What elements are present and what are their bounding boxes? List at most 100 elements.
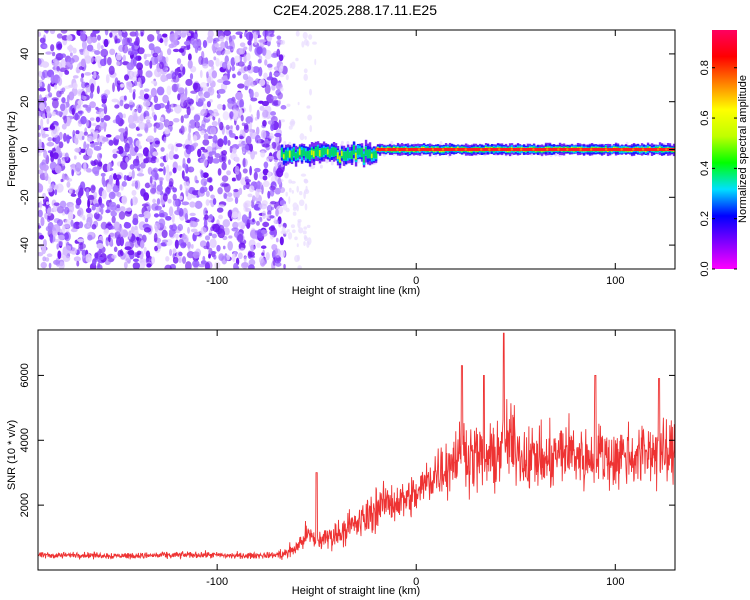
noise-speckle-faint: [297, 101, 300, 106]
noise-speckle: [241, 143, 250, 153]
noise-speckle: [159, 38, 164, 44]
noise-speckle: [118, 211, 126, 220]
noise-speckle: [177, 73, 182, 79]
noise-speckle: [246, 52, 251, 61]
noise-speckle: [190, 228, 198, 233]
noise-speckle: [137, 47, 145, 55]
noise-speckle: [176, 83, 180, 89]
noise-speckle: [252, 66, 260, 74]
noise-speckle: [219, 155, 224, 163]
noise-speckle: [278, 119, 282, 130]
signal-core: [397, 148, 401, 151]
noise-speckle: [239, 42, 246, 48]
noise-speckle-faint: [292, 202, 298, 209]
noise-speckle: [145, 250, 151, 259]
noise-speckle: [81, 40, 87, 50]
signal-core: [577, 148, 581, 151]
signal-core: [628, 148, 632, 151]
noise-speckle-faint: [299, 133, 305, 141]
noise-speckle: [130, 235, 137, 243]
noise-speckle: [222, 219, 231, 228]
noise-speckle: [278, 135, 282, 144]
noise-speckle: [134, 180, 139, 189]
noise-speckle: [213, 254, 217, 260]
noise-speckle: [165, 56, 169, 63]
signal-band: [298, 148, 302, 155]
noise-speckle: [242, 157, 246, 168]
noise-speckle: [231, 35, 236, 40]
noise-speckle: [143, 192, 150, 201]
noise-speckle: [38, 169, 44, 175]
noise-speckle: [202, 255, 206, 262]
noise-speckle: [223, 49, 231, 55]
noise-speckle: [202, 172, 209, 179]
noise-speckle: [57, 250, 62, 260]
noise-speckle: [100, 221, 108, 230]
signal-core-dot: [589, 148, 593, 151]
noise-speckle: [48, 262, 52, 269]
noise-speckle: [49, 124, 56, 130]
noise-speckle: [266, 30, 274, 37]
noise-speckle: [154, 68, 162, 78]
noise-speckle: [50, 74, 55, 85]
noise-speckle: [186, 106, 191, 116]
noise-speckle: [143, 246, 147, 255]
signal-core: [616, 148, 620, 151]
noise-speckle: [216, 46, 223, 52]
noise-speckle: [38, 87, 46, 92]
noise-speckle: [208, 253, 211, 259]
noise-speckle: [274, 248, 281, 258]
noise-speckle: [244, 30, 248, 33]
noise-speckle: [152, 151, 159, 157]
noise-speckle: [47, 176, 52, 185]
noise-speckle: [187, 59, 193, 69]
noise-speckle-faint: [305, 185, 308, 193]
signal-core: [538, 148, 542, 151]
noise-speckle: [124, 142, 130, 153]
signal-core: [493, 148, 497, 151]
noise-speckle: [111, 73, 116, 79]
colorbar-label: Normalized spectral amplitude: [737, 75, 749, 223]
noise-speckle: [242, 73, 249, 81]
noise-speckle: [156, 184, 163, 192]
spectrogram-y-axis: -40 -20 0 20 40: [19, 48, 675, 253]
noise-speckle: [46, 253, 53, 258]
noise-speckle: [192, 190, 200, 196]
noise-speckle: [77, 190, 82, 199]
noise-speckle: [122, 37, 126, 47]
signal-core: [391, 148, 395, 151]
noise-speckle: [116, 236, 122, 247]
signal-core: [559, 148, 563, 151]
noise-speckle: [216, 207, 224, 213]
noise-speckle: [239, 47, 246, 55]
noise-speckle: [108, 191, 116, 200]
noise-speckle: [51, 98, 59, 109]
noise-speckle: [267, 170, 272, 178]
signal-core-dot: [498, 148, 501, 151]
noise-speckle: [122, 113, 126, 119]
noise-speckle: [158, 213, 165, 218]
noise-speckle: [243, 54, 247, 64]
noise-speckle: [216, 103, 223, 110]
noise-speckle: [115, 52, 122, 61]
noise-speckle: [228, 235, 233, 239]
noise-speckle: [228, 159, 231, 165]
noise-speckle: [38, 209, 43, 218]
noise-speckle-faint: [290, 224, 296, 229]
noise-speckle: [211, 70, 218, 79]
signal-core: [472, 148, 476, 151]
noise-speckle: [194, 30, 198, 35]
noise-speckle: [108, 65, 115, 76]
noise-speckle: [134, 225, 138, 231]
noise-speckle: [263, 72, 268, 80]
noise-speckle: [235, 91, 243, 101]
noise-speckle: [264, 84, 271, 95]
noise-speckle-faint: [284, 172, 289, 179]
noise-speckle: [212, 146, 217, 154]
noise-speckle: [168, 206, 174, 217]
noise-speckle: [125, 258, 130, 262]
signal-band: [282, 154, 286, 159]
noise-speckle: [67, 211, 74, 221]
noise-speckle: [187, 241, 191, 249]
noise-speckle: [255, 78, 260, 84]
